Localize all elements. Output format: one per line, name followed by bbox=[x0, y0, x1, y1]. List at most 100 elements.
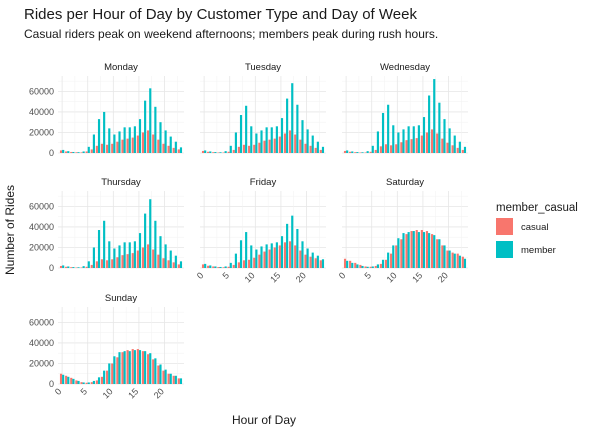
bar-casual bbox=[162, 143, 165, 153]
bar-casual bbox=[309, 256, 312, 268]
facet-panel-wednesday: Wednesday bbox=[342, 62, 468, 154]
bar-casual bbox=[349, 260, 352, 268]
x-tick-label: 20 bbox=[436, 270, 450, 284]
bar-casual bbox=[456, 147, 459, 153]
bar-member bbox=[448, 128, 451, 153]
bar-member bbox=[113, 356, 116, 384]
bar-member bbox=[286, 98, 289, 153]
bar-casual bbox=[436, 239, 439, 268]
bar-casual bbox=[253, 257, 256, 268]
bar-member bbox=[97, 119, 101, 153]
bar-casual bbox=[289, 130, 292, 153]
bar-casual bbox=[212, 152, 215, 153]
bar-member bbox=[311, 135, 314, 153]
bar-member bbox=[351, 262, 354, 268]
facet-panel-thursday: Thursday 0 20000 40000 60000 bbox=[29, 177, 184, 273]
bar-member bbox=[209, 151, 212, 153]
bar-member bbox=[301, 241, 304, 268]
bar-casual bbox=[354, 262, 357, 268]
bar-member bbox=[92, 247, 95, 268]
bar-member bbox=[387, 104, 390, 153]
bar-member bbox=[438, 102, 441, 153]
legend-swatch-casual bbox=[496, 218, 513, 235]
bar-casual bbox=[121, 255, 124, 268]
bar-casual bbox=[172, 375, 175, 384]
bar-casual bbox=[152, 359, 155, 384]
bar-casual bbox=[147, 354, 150, 384]
x-tick-label: 5 bbox=[363, 270, 374, 281]
bar-casual bbox=[446, 142, 449, 153]
bar-member bbox=[159, 122, 162, 153]
bar-member bbox=[108, 128, 111, 153]
bar-casual bbox=[319, 149, 322, 153]
bar-casual bbox=[131, 253, 134, 268]
y-tick-label: 40000 bbox=[29, 107, 54, 117]
bar-casual bbox=[299, 139, 302, 153]
y-tick-label: 60000 bbox=[29, 317, 54, 327]
bar-member bbox=[376, 264, 379, 268]
bar-casual bbox=[116, 141, 119, 153]
bar-member bbox=[133, 350, 136, 384]
bar-casual bbox=[157, 254, 160, 268]
x-tick-label: 5 bbox=[221, 270, 232, 281]
bar-member bbox=[154, 220, 157, 268]
bar-casual bbox=[85, 151, 88, 153]
legend-swatch-member bbox=[496, 241, 513, 258]
bar-casual bbox=[147, 130, 150, 153]
bar-casual bbox=[242, 144, 246, 153]
bar-member bbox=[123, 127, 126, 153]
bar-member bbox=[92, 134, 95, 153]
bar-member bbox=[82, 266, 85, 268]
bar-member bbox=[417, 125, 420, 153]
bar-casual bbox=[222, 267, 225, 268]
bar-member bbox=[77, 380, 80, 384]
bar-member bbox=[159, 364, 162, 384]
bar-member bbox=[72, 151, 75, 153]
bar-member bbox=[346, 150, 349, 153]
bar-member bbox=[164, 244, 167, 268]
bar-casual bbox=[172, 147, 175, 153]
bar-casual bbox=[431, 234, 434, 268]
y-tick-label: 60000 bbox=[29, 201, 54, 211]
bar-member bbox=[229, 262, 232, 268]
bar-casual bbox=[90, 382, 93, 384]
bar-casual bbox=[157, 139, 160, 153]
bar-casual bbox=[136, 135, 139, 153]
bar-member bbox=[397, 132, 400, 153]
facet-panel-friday: Friday 0 5 10 15 20 bbox=[195, 177, 326, 284]
chart-title: Rides per Hour of Day by Customer Type a… bbox=[24, 6, 417, 23]
bar-member bbox=[138, 350, 142, 384]
bar-member bbox=[169, 373, 172, 384]
bar-member bbox=[321, 259, 325, 268]
legend-label-casual: casual bbox=[521, 222, 548, 233]
bar-casual bbox=[294, 245, 297, 268]
bar-casual bbox=[415, 230, 418, 268]
bar-casual bbox=[263, 140, 266, 153]
bar-casual bbox=[70, 267, 73, 268]
x-tick-label: 20 bbox=[152, 386, 166, 400]
bar-casual bbox=[258, 254, 261, 268]
bar-member bbox=[77, 267, 80, 268]
bar-member bbox=[291, 215, 294, 268]
bar-member bbox=[270, 243, 273, 268]
bar-casual bbox=[237, 146, 240, 153]
bar-member bbox=[209, 265, 212, 268]
bar-casual bbox=[126, 254, 129, 268]
bar-member bbox=[361, 152, 364, 153]
bar-casual bbox=[141, 351, 145, 384]
bar-member bbox=[443, 119, 446, 153]
bar-casual bbox=[201, 264, 205, 268]
x-tick-label: 0 bbox=[337, 270, 348, 281]
bar-casual bbox=[242, 260, 246, 268]
bar-casual bbox=[212, 266, 215, 268]
bar-casual bbox=[405, 140, 408, 153]
bar-casual bbox=[420, 230, 423, 268]
bar-casual bbox=[343, 150, 347, 153]
bar-member bbox=[422, 117, 426, 153]
bar-casual bbox=[167, 145, 170, 153]
bar-member bbox=[245, 232, 248, 268]
bar-member bbox=[118, 131, 121, 153]
bar-casual bbox=[131, 137, 134, 153]
panel-background bbox=[342, 76, 468, 153]
bar-member bbox=[128, 127, 131, 153]
